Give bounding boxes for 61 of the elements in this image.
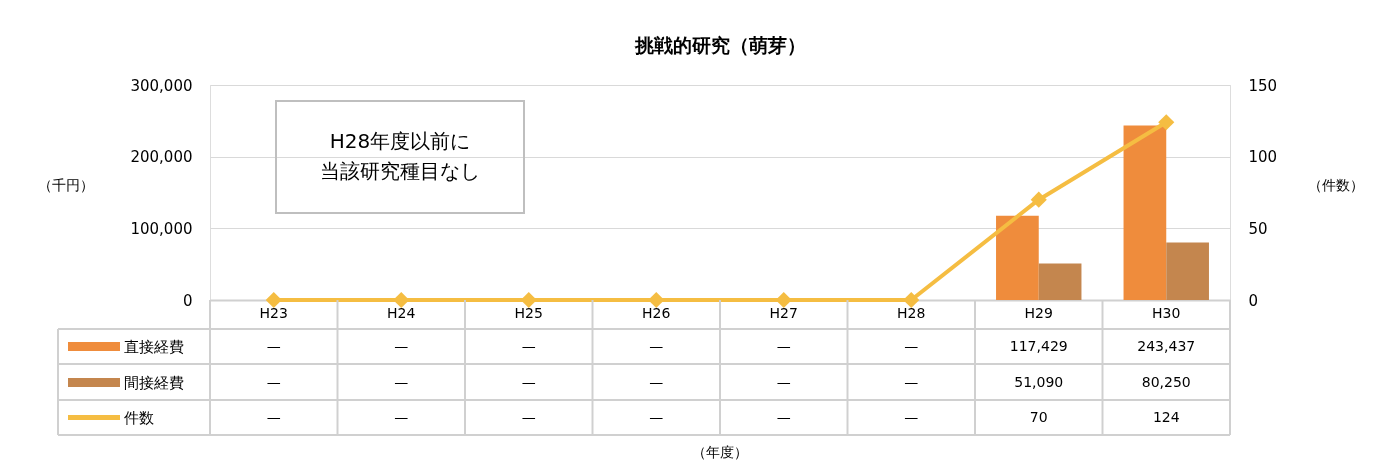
- y-tick-label: 100,000: [130, 219, 193, 238]
- x-tick-label: H24: [387, 304, 416, 321]
- point: [775, 291, 792, 309]
- data-label: —: [266, 408, 281, 425]
- data-label: 124: [1152, 408, 1180, 425]
- y-tick-label: 200,000: [130, 148, 193, 167]
- text: —: [521, 337, 536, 354]
- data-label: —: [521, 408, 536, 425]
- text: —: [394, 373, 409, 390]
- x-tick-label: H27: [769, 304, 798, 321]
- text: —: [649, 337, 664, 354]
- text: —: [394, 337, 409, 354]
- data-label: —: [649, 408, 664, 425]
- x-tick-label: H25: [514, 304, 543, 321]
- x-tick-label: H28: [897, 304, 926, 321]
- legend-label: 間接経費: [124, 373, 184, 392]
- text: （年度）: [692, 444, 748, 460]
- text: —: [649, 373, 664, 390]
- bar: [1123, 125, 1167, 300]
- bar: [1038, 263, 1082, 300]
- x-tick-label: H26: [642, 304, 671, 321]
- x-tick-label: H23: [259, 304, 288, 321]
- point: [903, 291, 920, 309]
- y2-tick-label: 50: [1248, 219, 1268, 238]
- text: —: [904, 373, 919, 390]
- y2-tick-label: 150: [1248, 76, 1278, 95]
- y2-tick-label: 100: [1248, 148, 1278, 167]
- y-tick-label: 300,000: [130, 76, 193, 95]
- point: [393, 291, 410, 309]
- text: —: [776, 373, 791, 390]
- legend-label: 直接経費: [124, 337, 184, 356]
- data-label: —: [904, 408, 919, 425]
- data-label: 117,429: [1009, 337, 1068, 354]
- point: [1158, 114, 1175, 131]
- text: —: [266, 337, 281, 354]
- data-label: 243,437: [1137, 337, 1196, 354]
- text: —: [904, 337, 919, 354]
- chart-title: 挑戦的研究（萌芽）: [633, 34, 806, 56]
- text: —: [776, 337, 791, 354]
- y-axis-title: （千円）: [37, 176, 94, 193]
- x-tick-label: H30: [1152, 304, 1181, 321]
- text: —: [521, 373, 536, 390]
- y2-axis-title: （件数）: [1307, 176, 1364, 193]
- text: —: [266, 373, 281, 390]
- data-label: 51,090: [1014, 373, 1064, 390]
- x-tick-label: H29: [1024, 304, 1053, 321]
- point: [1030, 191, 1047, 208]
- point: [520, 291, 537, 309]
- data-label: 80,250: [1141, 373, 1191, 390]
- data-label: —: [776, 408, 791, 425]
- point: [648, 291, 665, 309]
- y2-tick-label: 0: [1248, 291, 1259, 310]
- bar: [996, 215, 1039, 300]
- bar: [1166, 242, 1209, 300]
- legend-label: 件数: [124, 408, 154, 427]
- annotation: 当該研究種目なし: [320, 159, 480, 183]
- data-label: 70: [1029, 408, 1048, 425]
- data-label: —: [394, 408, 409, 425]
- annotation: H28年度以前に: [329, 129, 471, 153]
- point: [265, 291, 282, 309]
- y-tick-label: 0: [182, 291, 193, 310]
